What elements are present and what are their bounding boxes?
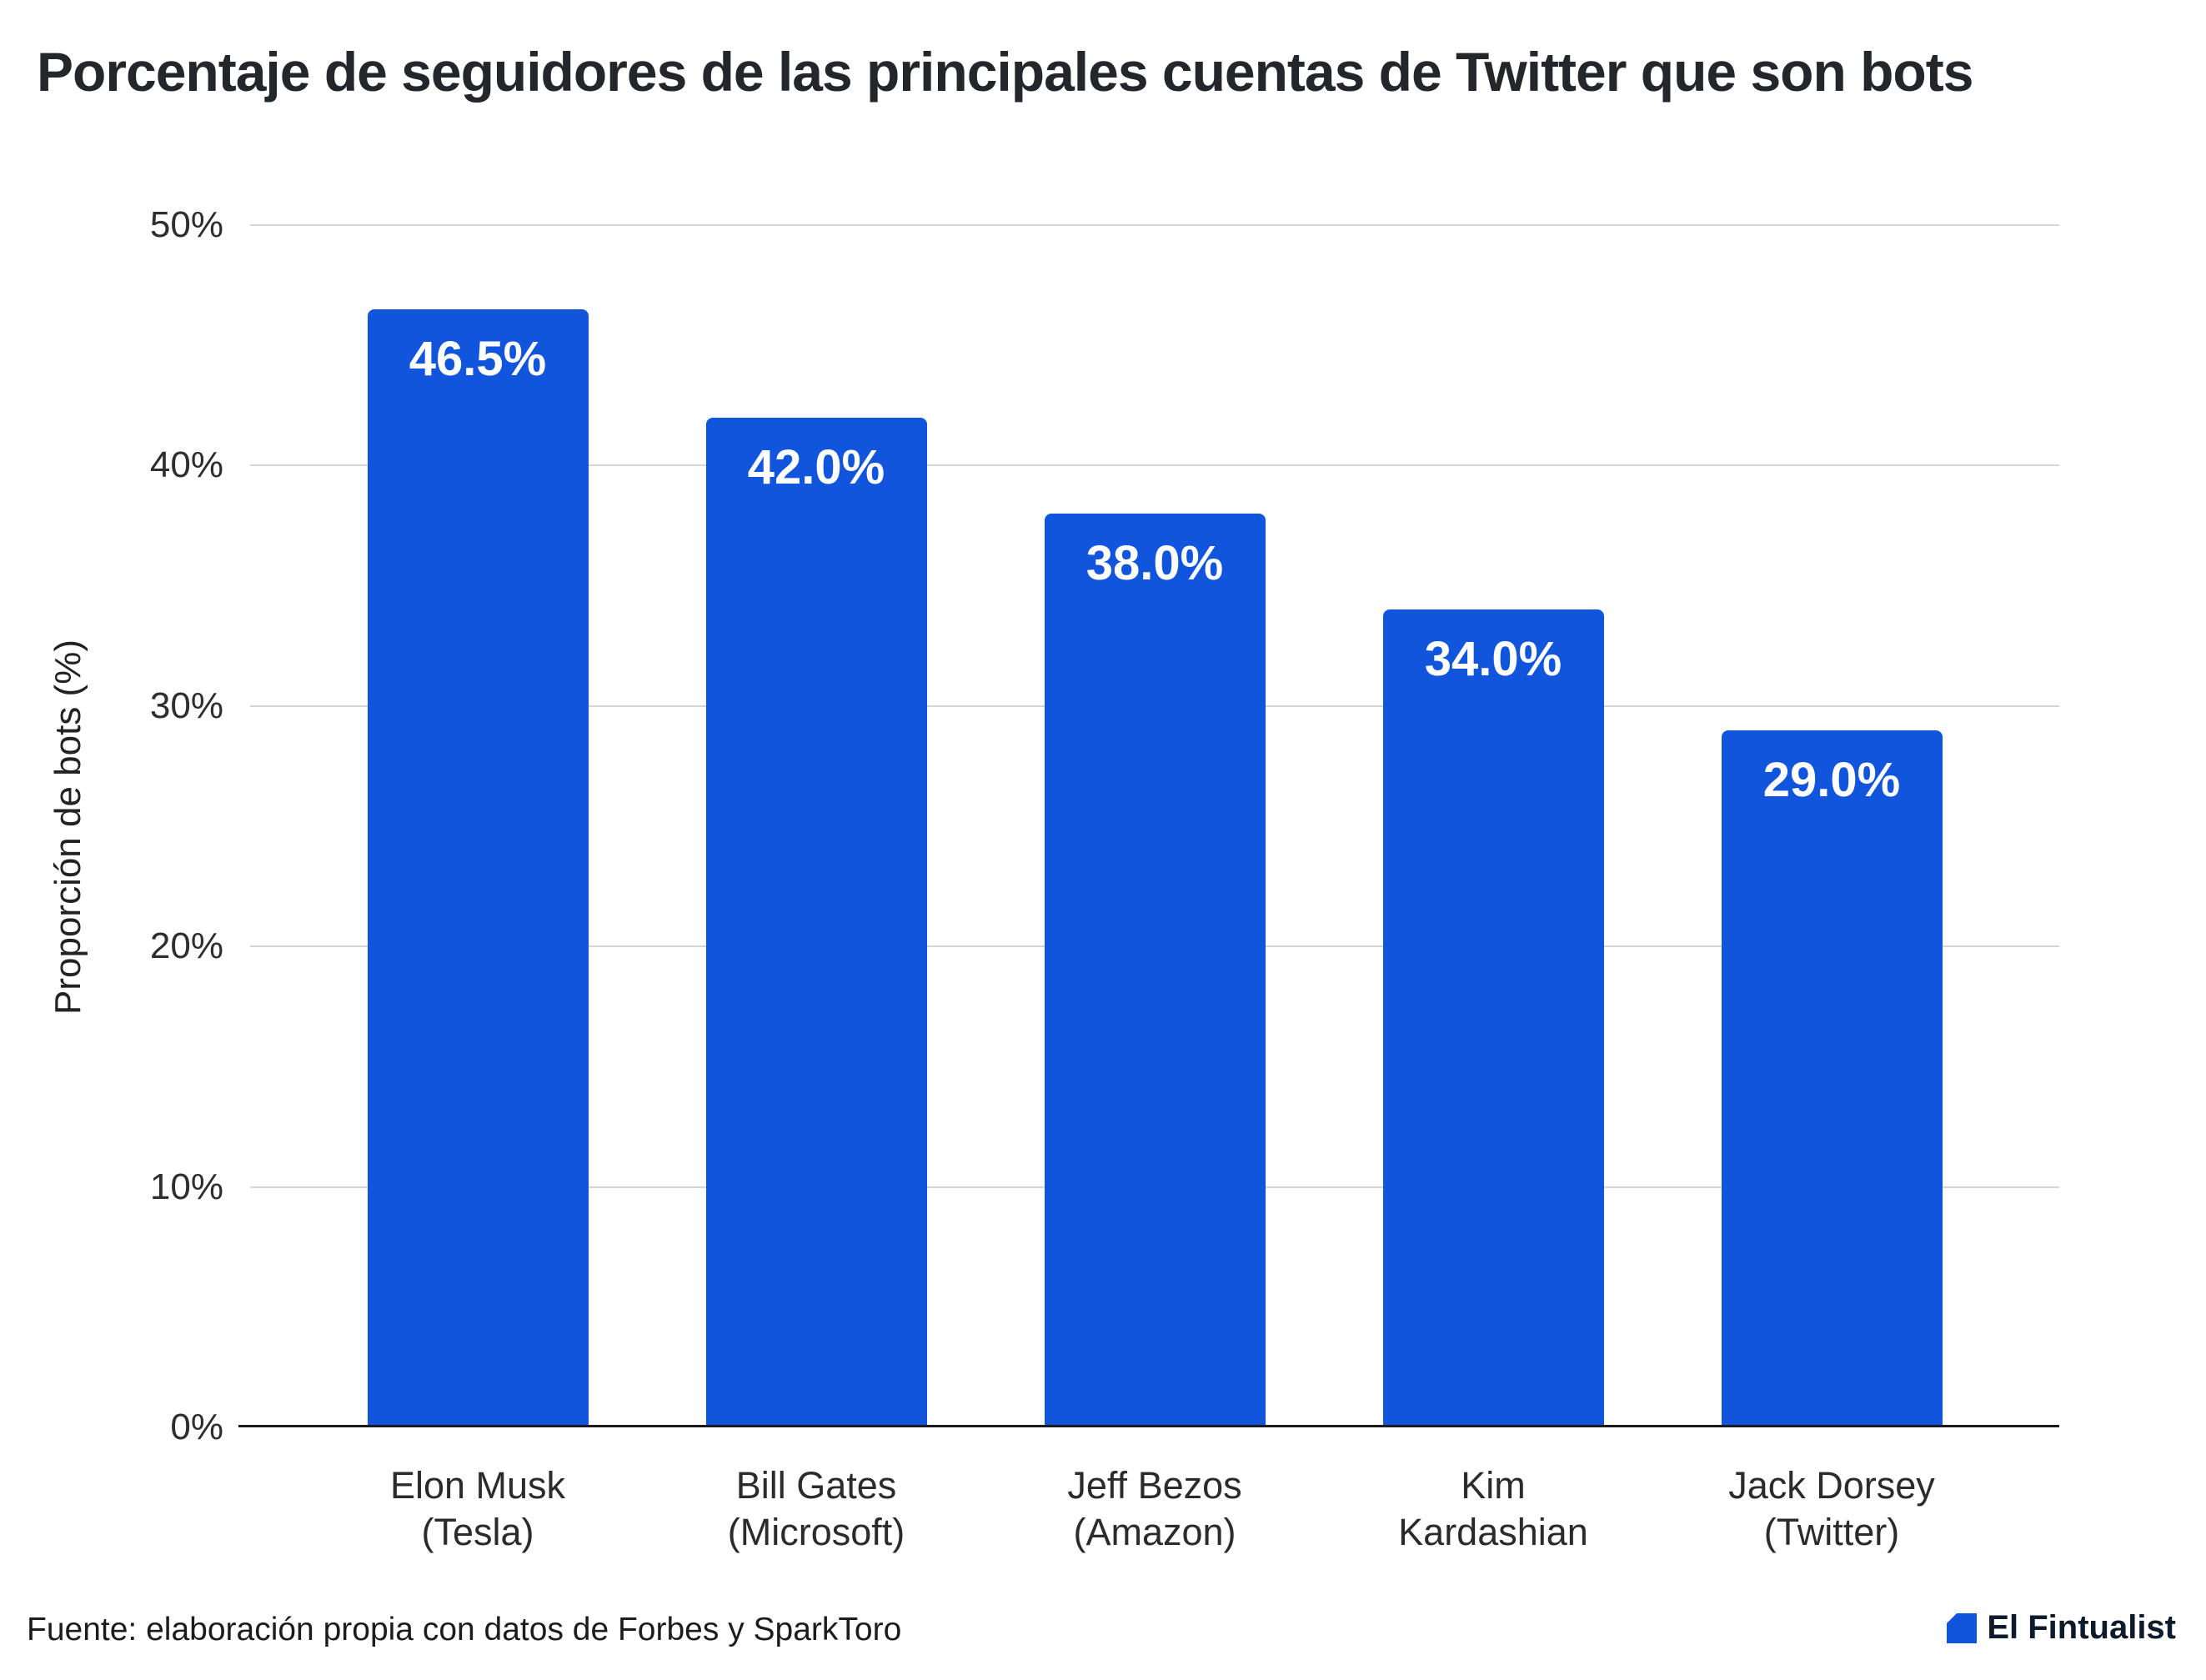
y-tick-label: 10% bbox=[149, 1166, 223, 1207]
bar-column: 34.0% Kim Kardashian bbox=[1324, 225, 1662, 1553]
bars-container: 46.5% Elon Musk (Tesla) 42.0% Bill Gates (Mic… bbox=[250, 225, 2059, 1553]
bar: 38.0% bbox=[1044, 514, 1266, 1427]
y-tick-label: 20% bbox=[149, 925, 223, 967]
category-label: Jack Dorsey (Twitter) bbox=[1629, 1462, 2034, 1557]
bar-value-label: 46.5% bbox=[409, 331, 547, 386]
gridline bbox=[250, 224, 2059, 226]
y-axis-title: Proporción de bots (%) bbox=[48, 639, 88, 1015]
category-label: Kim Kardashian bbox=[1291, 1462, 1696, 1557]
chart-title: Porcentaje de seguidores de las principa… bbox=[37, 41, 1973, 103]
bar-value-label: 34.0% bbox=[1424, 632, 1562, 687]
bar-column: 38.0% Jeff Bezos (Amazon) bbox=[985, 225, 1324, 1553]
y-tick-label: 40% bbox=[149, 444, 223, 486]
category-label-line: (Amazon) bbox=[1073, 1511, 1236, 1554]
source-note: Fuente: elaboración propia con datos de … bbox=[27, 1612, 902, 1647]
y-tick-label: 50% bbox=[149, 204, 223, 245]
x-axis-line bbox=[238, 1425, 2059, 1427]
category-label-line: Bill Gates bbox=[735, 1464, 897, 1507]
y-tick-label: 0% bbox=[170, 1407, 223, 1447]
plot-area: 46.5% Elon Musk (Tesla) 42.0% Bill Gates (Mic… bbox=[150, 204, 2059, 1553]
bar-column: 46.5% Elon Musk (Tesla) bbox=[308, 225, 647, 1553]
bar-column: 42.0% Bill Gates (Microsoft) bbox=[647, 225, 985, 1553]
category-label-line: Kim bbox=[1461, 1464, 1526, 1507]
bar-value-label: 38.0% bbox=[1085, 536, 1224, 591]
category-label-line: Kardashian bbox=[1398, 1511, 1588, 1554]
brand-name: El Fintualist bbox=[1987, 1609, 2176, 1646]
category-label: Elon Musk (Tesla) bbox=[275, 1462, 680, 1557]
bar-value-label: 42.0% bbox=[747, 439, 885, 494]
y-tick-label: 30% bbox=[149, 685, 223, 726]
category-label-line: (Microsoft) bbox=[727, 1511, 905, 1554]
category-label: Bill Gates (Microsoft) bbox=[614, 1462, 1019, 1557]
el-fintualist-logo-icon bbox=[1947, 1612, 1978, 1643]
bar-value-label: 29.0% bbox=[1762, 752, 1901, 807]
bar-column: 29.0% Jack Dorsey (Twitter) bbox=[1662, 225, 2001, 1553]
category-label-line: Jack Dorsey bbox=[1728, 1464, 1935, 1507]
bar: 29.0% bbox=[1721, 730, 1943, 1427]
category-label-line: Jeff Bezos bbox=[1067, 1464, 1242, 1507]
category-label-line: (Tesla) bbox=[421, 1511, 534, 1554]
gridline bbox=[250, 464, 2059, 467]
bar: 34.0% bbox=[1382, 609, 1604, 1427]
category-label-line: (Twitter) bbox=[1763, 1511, 1900, 1554]
bar: 42.0% bbox=[705, 417, 927, 1427]
brand-logo: El Fintualist bbox=[1947, 1609, 2176, 1647]
bar: 46.5% bbox=[367, 308, 589, 1427]
category-label: Jeff Bezos (Amazon) bbox=[952, 1462, 1357, 1557]
category-label-line: Elon Musk bbox=[389, 1464, 566, 1507]
